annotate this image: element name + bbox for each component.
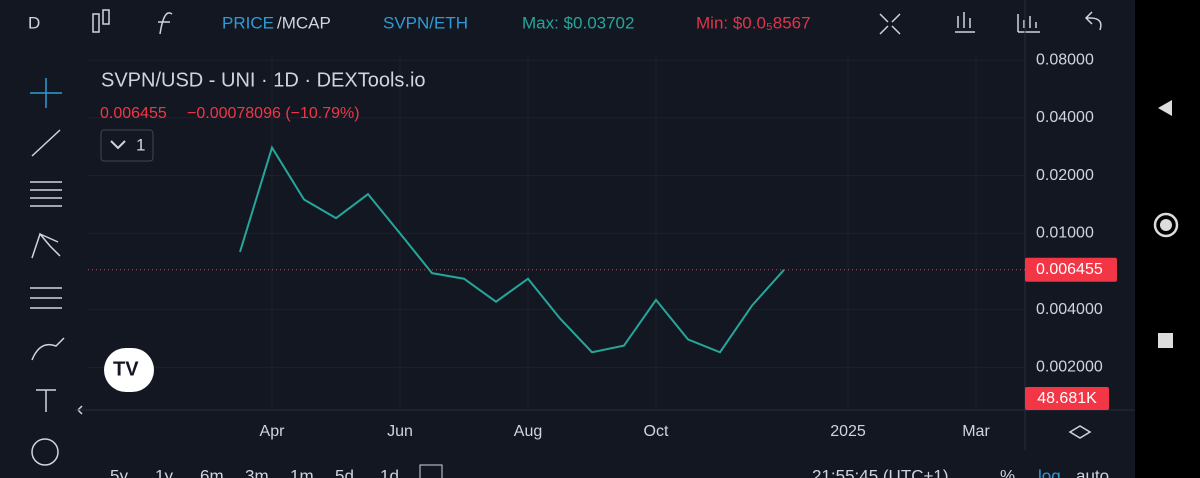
fib-tool[interactable]: [30, 181, 62, 207]
range-button[interactable]: 1y: [155, 466, 173, 478]
nav-home[interactable]: [1153, 212, 1179, 238]
nav-back[interactable]: [1158, 100, 1172, 116]
text-tool[interactable]: [36, 389, 56, 412]
indicator-toggle[interactable]: [100, 129, 154, 162]
nav-bar: [1135, 0, 1200, 478]
plot: 0.002000 0.004000 0.01000 0.02000 0.04000 0.0…: [75, 0, 1135, 450]
nav-home-dot: [1160, 219, 1172, 231]
range-button[interactable]: 5y: [110, 466, 128, 478]
fx-icon[interactable]: [158, 12, 173, 35]
x-tick-label: 2025: [830, 423, 866, 440]
interval[interactable]: D: [28, 13, 40, 32]
undo-icon[interactable]: [1084, 11, 1102, 31]
clock: 21:55:45 (UTC+1): [812, 466, 949, 478]
crosshair-tool[interactable]: [30, 78, 62, 108]
last-price-label: 0.006455: [1036, 261, 1103, 278]
price-toggle[interactable]: PRICE: [222, 13, 274, 32]
scale-button[interactable]: %: [1000, 466, 1015, 478]
indicator-count: 1: [136, 135, 145, 154]
x-tick-label: Aug: [514, 423, 542, 440]
nav-recent[interactable]: [1158, 333, 1173, 348]
settings[interactable]: [1068, 425, 1092, 439]
pair[interactable]: SVPN/ETH: [383, 13, 468, 32]
tv-logo: TV: [104, 348, 154, 392]
range-button[interactable]: 1m: [290, 466, 314, 478]
symbol: SVPN/USD - UNI · 1D · DEXTools.io: [101, 69, 426, 91]
fullscreen-icon[interactable]: [879, 13, 901, 35]
mcap-toggle[interactable]: /MCAP: [277, 13, 331, 32]
forecast-tool[interactable]: [30, 287, 62, 309]
y-tick-label: 0.04000: [1036, 109, 1094, 126]
y-tick-label: 0.004000: [1036, 301, 1103, 318]
toolbar-icons: [92, 9, 1102, 35]
min-price: Min: $0.0₅8567: [696, 13, 811, 32]
brush-tool[interactable]: [31, 337, 65, 361]
volume-tag: [1025, 387, 1109, 410]
y-tick-label: 0.02000: [1036, 167, 1094, 184]
range-button[interactable]: 3m: [245, 466, 269, 478]
max-price: Max: $0.03702: [522, 13, 634, 32]
y-tick-label: 0.002000: [1036, 359, 1103, 376]
x-tick-label: Mar: [962, 423, 990, 440]
date-picker[interactable]: [419, 464, 443, 478]
range-button[interactable]: 1d: [380, 466, 399, 478]
last: 0.006455: [100, 105, 167, 122]
scale-button[interactable]: log: [1038, 466, 1061, 478]
range-button[interactable]: 6m: [200, 466, 224, 478]
y-tick-label: 0.08000: [1036, 51, 1094, 68]
chart-icon[interactable]: [1017, 14, 1040, 33]
x-tick-label: Jun: [387, 423, 413, 440]
app-bg: [0, 0, 1135, 478]
last-price-tag: [1025, 257, 1117, 282]
emoji-tool[interactable]: [31, 438, 59, 466]
volume-label: 48.681K: [1037, 390, 1097, 407]
candles-icon[interactable]: [92, 13, 100, 33]
bars-icon[interactable]: [955, 12, 975, 33]
scale-button[interactable]: auto: [1076, 466, 1109, 478]
pattern-tool[interactable]: [31, 232, 61, 259]
x-tick-label: Apr: [260, 423, 286, 440]
svg-text:TV: TV: [113, 358, 139, 380]
line-tool[interactable]: [31, 129, 61, 157]
chevron: [110, 140, 126, 150]
y-tick-label: 0.01000: [1036, 225, 1094, 242]
change: −0.00078096 (−10.79%): [187, 105, 360, 122]
bottom-bar: 5y 1y 6m 3m 1m 5d 1d% log auto: [110, 466, 1109, 478]
range-button[interactable]: 5d: [335, 466, 354, 478]
price-line: [239, 145, 785, 354]
x-tick-label: Oct: [644, 423, 669, 440]
